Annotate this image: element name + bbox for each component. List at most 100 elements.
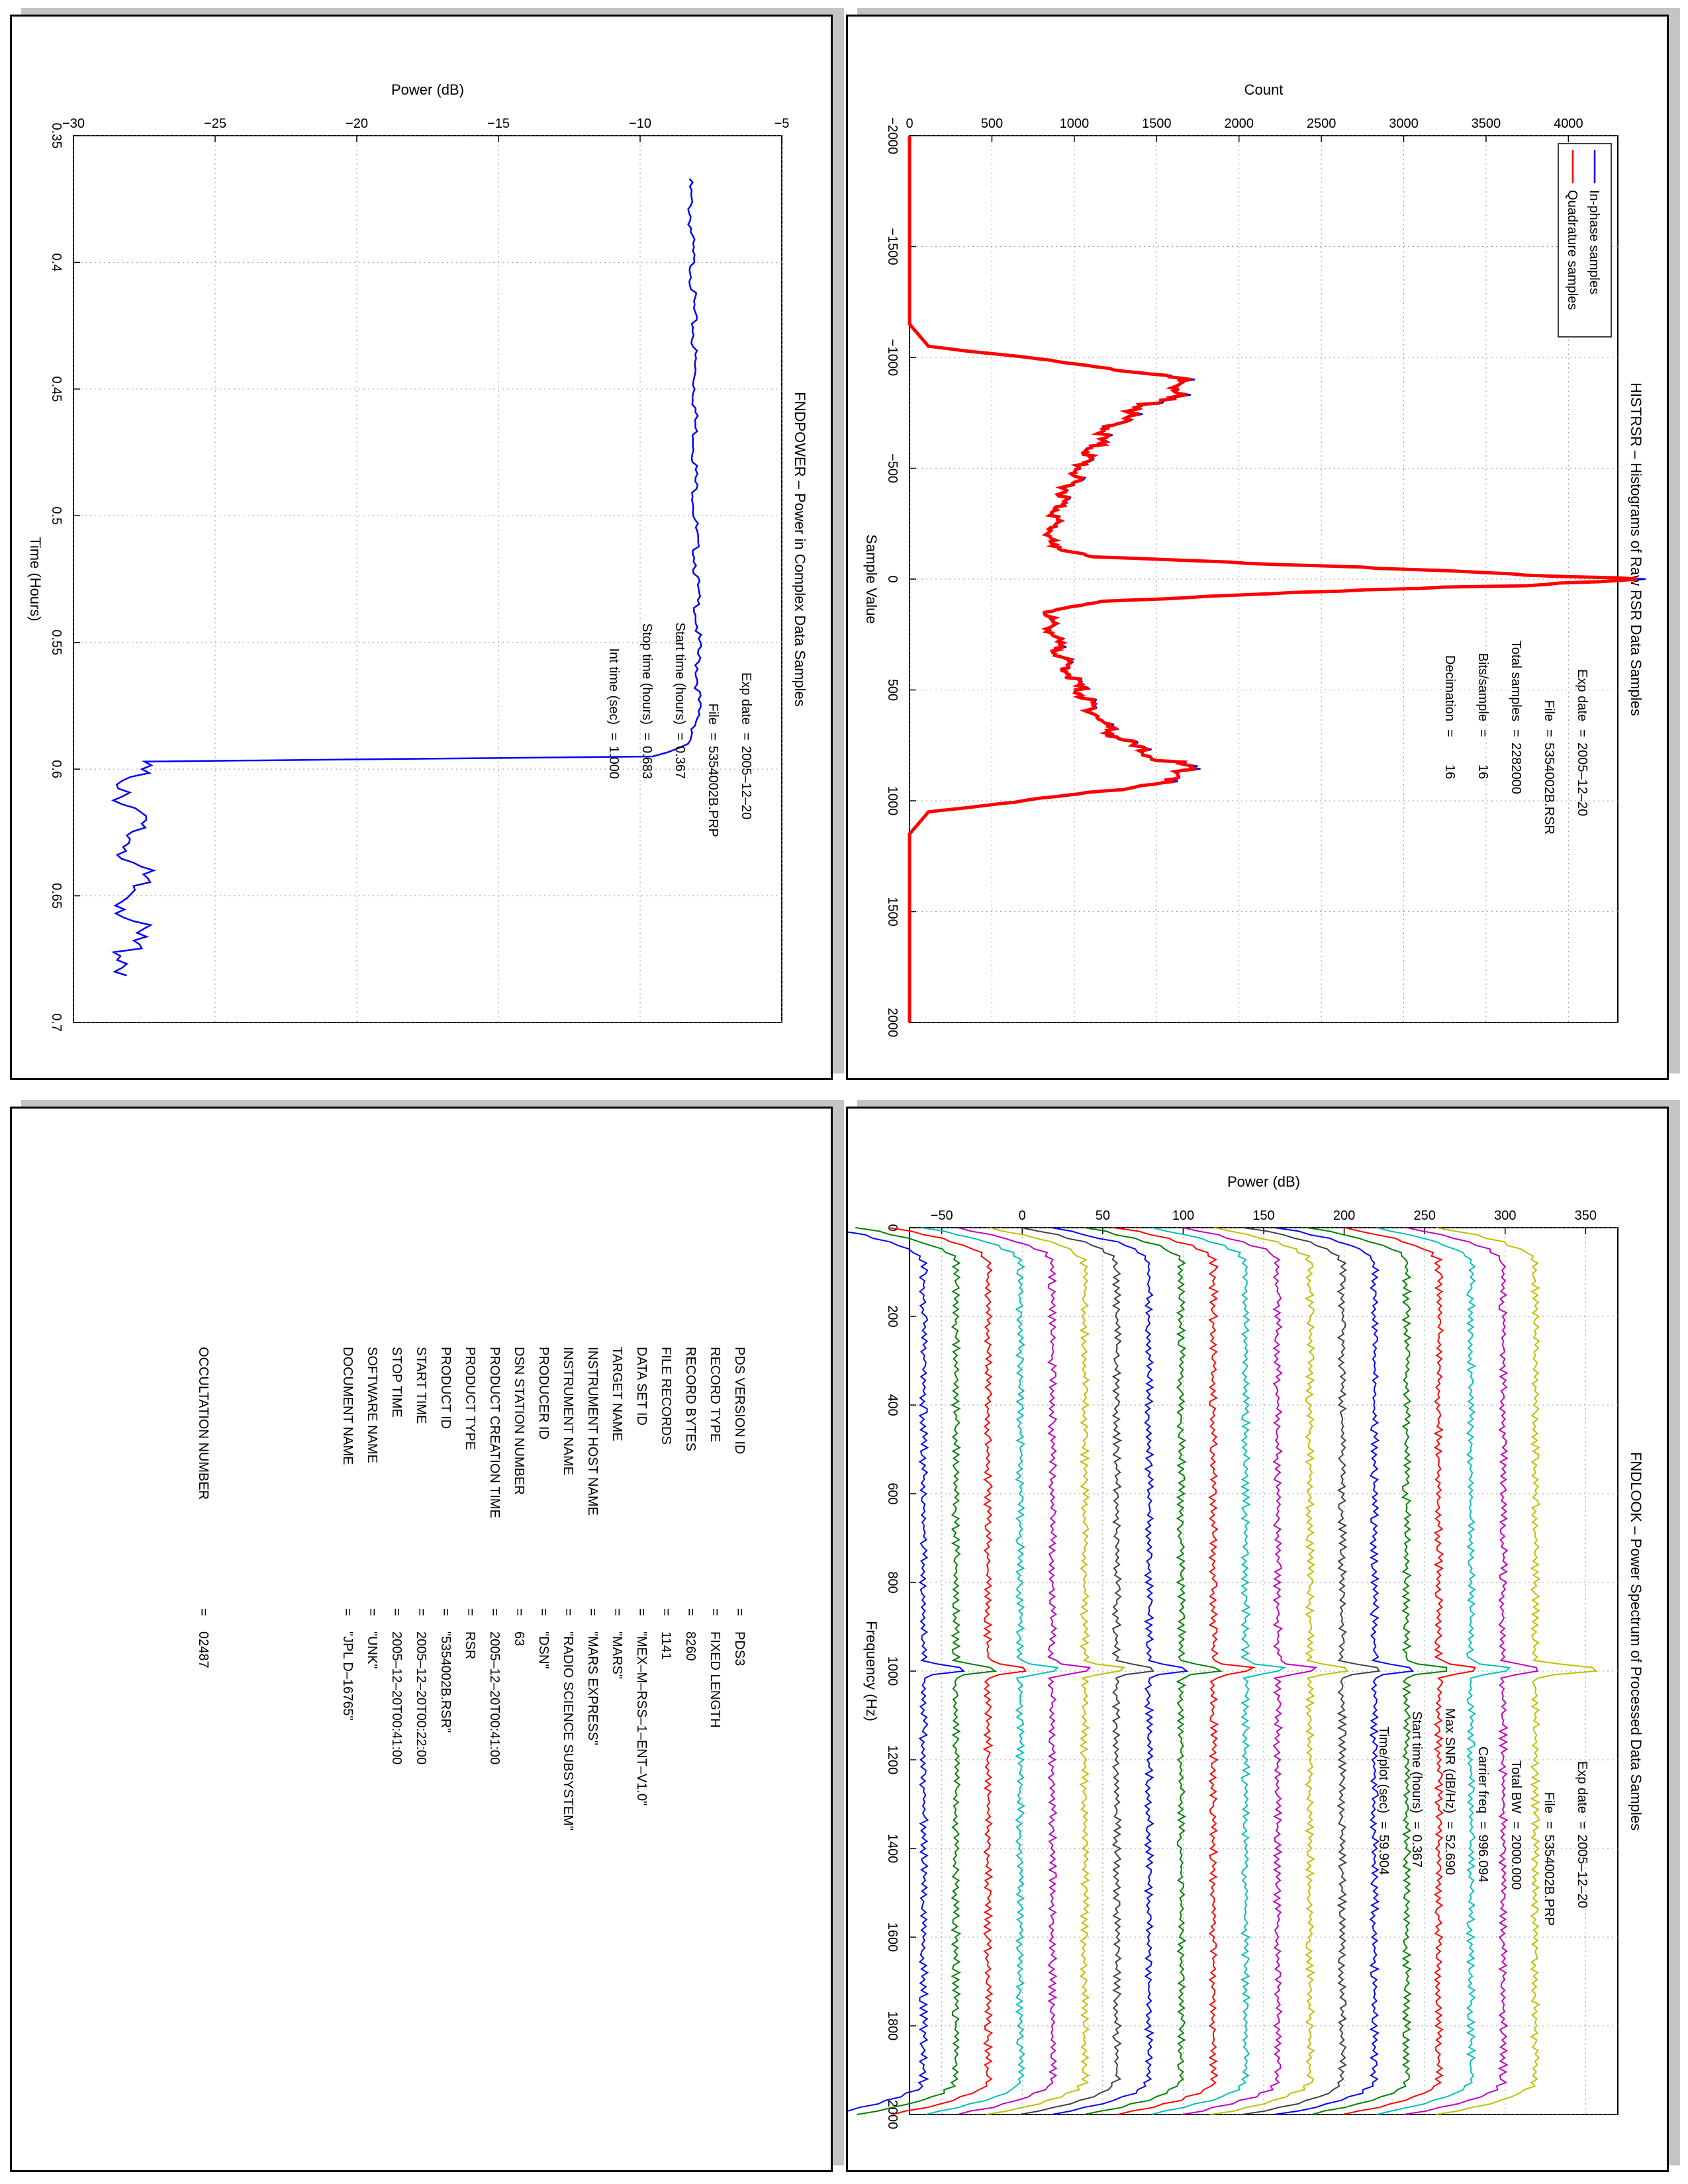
fndlook-info-box: Exp date = 2005–12–20 File = 5354002B.PRP To… <box>1376 1708 1589 1926</box>
svg-text:=: = <box>1376 1821 1391 1829</box>
pds-label-text: PDS VERSION ID = PDS3 RECORD TYPE = FIXED LEN… <box>196 1347 747 1831</box>
label-key: DSN STATION NUMBER <box>512 1347 526 1495</box>
x-tick-label: −1500 <box>885 228 900 265</box>
label-key: DOCUMENT NAME <box>340 1347 355 1465</box>
svg-text:=: = <box>1542 729 1556 737</box>
y-tick-label: 0 <box>906 116 913 131</box>
x-tick-label: −2000 <box>885 117 900 154</box>
fndlook-info-k: Start time (hours) <box>1409 1711 1424 1813</box>
x-tick-label: 2000 <box>885 1008 900 1038</box>
fndlook-info-k: Time/plot (sec) <box>1376 1726 1391 1813</box>
label-key: OCCULTATION NUMBER <box>196 1347 211 1500</box>
y-tick-label: −20 <box>346 116 368 131</box>
x-tick-label: 800 <box>885 1571 900 1593</box>
histrsr-chart: HISTRSR – Histograms of Raw RSR Data Sam… <box>863 81 1646 1038</box>
fndpower-chart: FNDPOWER – Power in Complex Data Samples… <box>27 81 808 1032</box>
x-tick-label: 0.35 <box>49 123 64 149</box>
label-key: FILE RECORDS <box>659 1347 673 1445</box>
label-equals: = <box>365 1608 379 1616</box>
fndlook-info-v: 996.094 <box>1476 1835 1490 1882</box>
spectrum-line <box>1210 1227 1348 2115</box>
label-key: DATA SET ID <box>634 1347 649 1426</box>
svg-text:=: = <box>606 733 621 741</box>
svg-text:=: = <box>1509 1821 1523 1829</box>
fndpower-title: FNDPOWER – Power in Complex Data Samples <box>792 392 808 707</box>
x-tick-label: 2000 <box>885 2100 900 2130</box>
fndlook-info-v: 2000.000 <box>1509 1835 1523 1889</box>
histrsr-info-v: 5354002B.RSR <box>1542 743 1556 835</box>
label-value: 8260 <box>683 1631 698 1661</box>
histrsr-quadrature-line <box>908 136 1638 1023</box>
fndlook-info-v: 5354002B.PRP <box>1542 1835 1556 1926</box>
spectrum-line <box>921 1227 1059 2115</box>
svg-text:=: = <box>673 733 687 741</box>
pds-label-panel: PDS VERSION ID = PDS3 RECORD TYPE = FIXED LEN… <box>10 1107 833 2172</box>
svg-text:=: = <box>739 733 753 741</box>
histrsr-legend-inphase: In-phase samples <box>1587 190 1601 295</box>
svg-text:=: = <box>1476 1821 1490 1829</box>
label-value: "MARS" <box>610 1631 624 1679</box>
label-value: RSR <box>463 1631 477 1659</box>
svg-text:=: = <box>1476 729 1490 737</box>
x-tick-label: 400 <box>885 1394 900 1416</box>
x-tick-label: 1600 <box>885 1923 900 1952</box>
histrsr-xlabel: Sample Value <box>863 534 880 623</box>
fndlook-info-k: File <box>1542 1792 1556 1813</box>
spectrum-line <box>1051 1227 1189 2115</box>
histrsr-info-v: 16 <box>1476 764 1490 779</box>
y-tick-label: 100 <box>1172 1208 1194 1223</box>
label-key: PRODUCT CREATION TIME <box>487 1347 502 1518</box>
spectrum-line <box>888 1227 1027 2115</box>
x-tick-label: 1200 <box>885 1745 900 1775</box>
spectrum-line <box>1182 1227 1318 2115</box>
label-value: PDS3 <box>732 1631 747 1666</box>
fndpower-ylabel: Power (dB) <box>391 81 464 98</box>
fndpower-info-v: 0.683 <box>639 746 654 779</box>
spectrum-line <box>855 1227 998 2115</box>
label-equals: = <box>536 1608 551 1616</box>
x-tick-label: 0.45 <box>49 376 64 402</box>
svg-text:=: = <box>1542 1821 1556 1829</box>
label-key: SOFTWARE NAME <box>365 1347 379 1463</box>
y-tick-label: 3000 <box>1389 116 1419 131</box>
y-tick-label: 250 <box>1413 1208 1435 1223</box>
label-value: FIXED LENGTH <box>708 1631 722 1728</box>
label-key: START TIME <box>414 1347 428 1424</box>
y-tick-label: 300 <box>1494 1208 1516 1223</box>
label-key: PRODUCT TYPE <box>463 1347 477 1450</box>
label-value: 2005–12–20T00:41:00 <box>389 1631 404 1764</box>
y-tick-label: 200 <box>1333 1208 1355 1223</box>
fndpower-info-v: 5354002B.PRP <box>706 746 720 837</box>
histrsr-info-k: File <box>1542 700 1556 721</box>
label-equals: = <box>732 1608 747 1616</box>
label-equals: = <box>683 1608 698 1616</box>
y-tick-label: 50 <box>1096 1208 1110 1223</box>
x-tick-label: 0.55 <box>49 629 64 655</box>
histrsr-info-k: Exp date <box>1575 669 1589 721</box>
histrsr-info-k: Total samples <box>1509 641 1523 721</box>
fndpower-info-v: 1.000 <box>606 746 621 779</box>
histrsr-ylabel: Count <box>1244 81 1284 98</box>
spectrum-line <box>1242 1227 1380 2115</box>
histrsr-info-v: 2282000 <box>1509 743 1523 794</box>
fndpower-info-v: 0.367 <box>673 746 687 779</box>
fndpower-series-line <box>111 178 702 977</box>
label-equals: = <box>708 1608 722 1616</box>
label-value: "DSN" <box>536 1631 551 1668</box>
label-equals: = <box>340 1608 355 1616</box>
x-tick-label: 1400 <box>885 1834 900 1864</box>
x-tick-label: −1000 <box>885 339 900 376</box>
label-value: 63 <box>512 1631 526 1646</box>
fndlook-plot-area <box>909 1227 1618 2115</box>
y-tick-label: −30 <box>62 116 85 131</box>
y-tick-label: −15 <box>487 116 510 131</box>
histrsr-title: HISTRSR – Histograms of Raw RSR Data Sam… <box>1628 383 1644 716</box>
y-tick-label: 500 <box>981 116 1003 131</box>
svg-text:=: = <box>1575 1821 1589 1829</box>
y-tick-label: 3500 <box>1472 116 1501 131</box>
fndlook-info-v: 2005–12–20 <box>1575 1835 1589 1908</box>
x-tick-label: 1000 <box>885 786 900 816</box>
fndpower-info-k: Stop time (hours) <box>639 623 654 725</box>
fndpower-info-k: File <box>706 704 720 725</box>
y-tick-label: 150 <box>1252 1208 1274 1223</box>
